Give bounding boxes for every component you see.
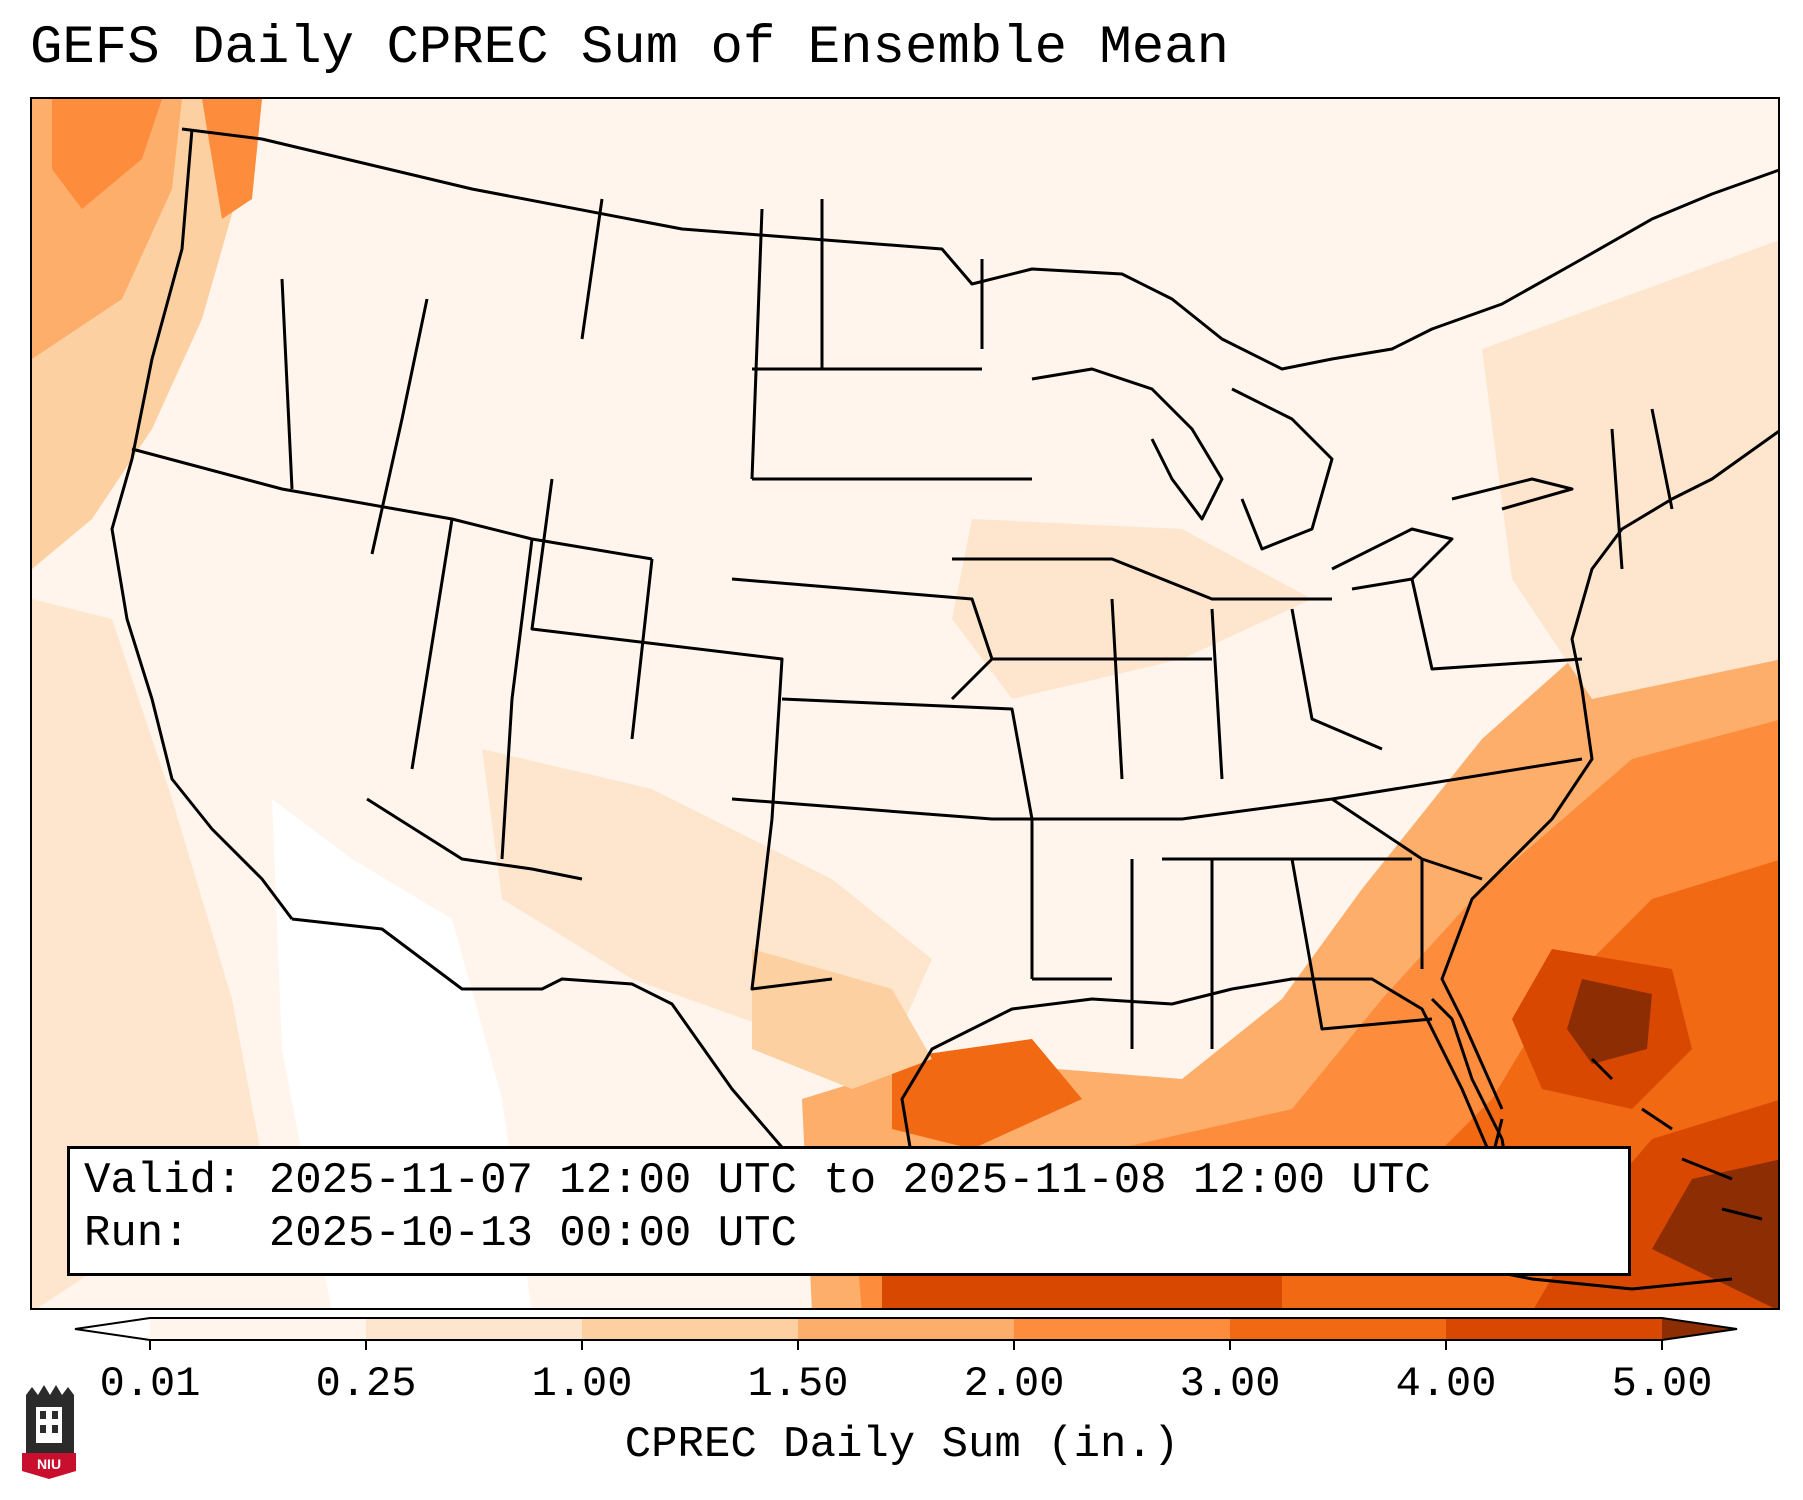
niu-logo: NIU — [22, 1385, 76, 1479]
colorbar-tick-label: 1.00 — [531, 1360, 633, 1408]
colorbar-segment — [1230, 1318, 1447, 1340]
colorbar-segment — [582, 1318, 799, 1340]
logo-text: NIU — [37, 1456, 61, 1472]
colorbar-extend-high — [1662, 1318, 1737, 1340]
colorbar-tick-label: 3.00 — [1179, 1360, 1281, 1408]
colorbar-segments — [75, 1318, 1737, 1340]
colorbar-tick-label: 4.00 — [1395, 1360, 1497, 1408]
run-value: 2025-10-13 00:00 UTC — [268, 1209, 797, 1259]
run-label: Run: — [84, 1209, 190, 1259]
run-info-box: Valid: 2025-11-07 12:00 UTC to 2025-11-0… — [67, 1146, 1631, 1276]
colorbar-tick-label: 0.01 — [99, 1360, 201, 1408]
colorbar-extend-low — [75, 1318, 150, 1340]
valid-value: 2025-11-07 12:00 UTC to 2025-11-08 12:00… — [268, 1156, 1431, 1206]
colorbar-segment — [798, 1318, 1015, 1340]
valid-label: Valid: — [84, 1156, 243, 1206]
map-canvas — [32, 99, 1778, 1308]
colorbar-segment — [1014, 1318, 1231, 1340]
colorbar-label: CPREC Daily Sum (in.) — [624, 1420, 1180, 1470]
colorbar-tick-label: 5.00 — [1611, 1360, 1713, 1408]
colorbar-segment — [366, 1318, 583, 1340]
boundaries — [110, 127, 1778, 1211]
map-title: GEFS Daily CPREC Sum of Ensemble Mean — [30, 18, 1229, 79]
colorbar-tick-label: 1.50 — [747, 1360, 849, 1408]
colorbar-tick-label: 2.00 — [963, 1360, 1065, 1408]
colorbar-segment — [1446, 1318, 1663, 1340]
precipitation-map — [30, 97, 1780, 1310]
colorbar-tick-label: 0.25 — [315, 1360, 417, 1408]
colorbar-segment — [150, 1318, 367, 1340]
colorbar-ticks — [149, 1340, 1663, 1350]
